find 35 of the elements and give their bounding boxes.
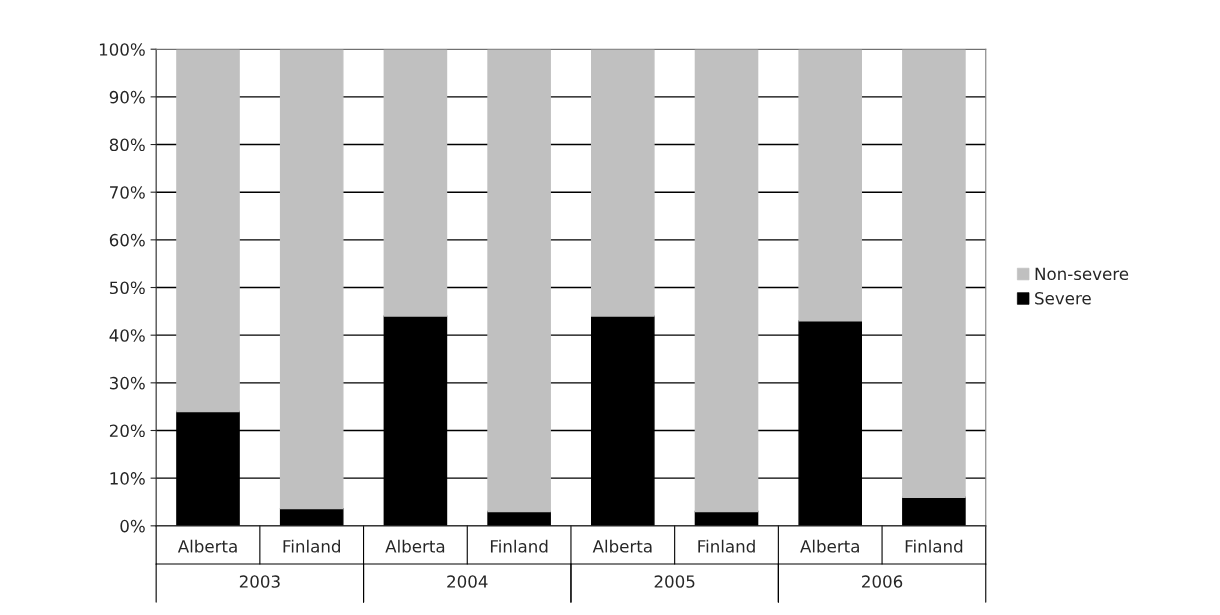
y-tick-label: 40%	[109, 329, 145, 342]
legend-label: Non-severe	[1035, 267, 1129, 281]
y-tick-label: 30%	[109, 376, 145, 390]
x-tick-label: Alberta	[385, 539, 445, 553]
y-tick-label: 20%	[109, 424, 145, 438]
y-tick-label: 90%	[109, 90, 145, 104]
bar	[279, 49, 344, 510]
text: 2006	[862, 575, 903, 588]
y-tick-label: 70%	[110, 186, 145, 199]
y-tick-label: 60%	[109, 233, 145, 247]
bar	[487, 49, 551, 513]
x-tick-label: Finland	[490, 539, 548, 553]
bar	[902, 49, 966, 498]
y-tick-label: 100%	[99, 43, 145, 56]
y-tick-label: 80%	[109, 138, 145, 152]
bar	[902, 496, 966, 526]
text: 2004	[447, 575, 488, 588]
legend-label: Severe	[1035, 291, 1091, 305]
bar	[279, 507, 344, 526]
text: 2003	[239, 575, 280, 588]
y-tick-label: 10%	[110, 472, 145, 485]
bar	[798, 49, 863, 322]
y-tick-label: 0%	[120, 519, 145, 533]
bar	[383, 49, 448, 317]
x-tick-label: Finland	[905, 539, 963, 553]
x-tick-label: Finland	[283, 539, 340, 553]
bar	[176, 49, 240, 413]
text: 2005	[654, 575, 695, 588]
y-tick-label: 50%	[109, 281, 145, 295]
x-tick-label: Alberta	[592, 539, 652, 553]
bar	[694, 49, 759, 513]
x-tick-label: Alberta	[177, 539, 237, 553]
bar	[591, 49, 655, 317]
x-tick-label: Finland	[698, 539, 755, 553]
x-tick-label: Alberta	[800, 539, 859, 553]
